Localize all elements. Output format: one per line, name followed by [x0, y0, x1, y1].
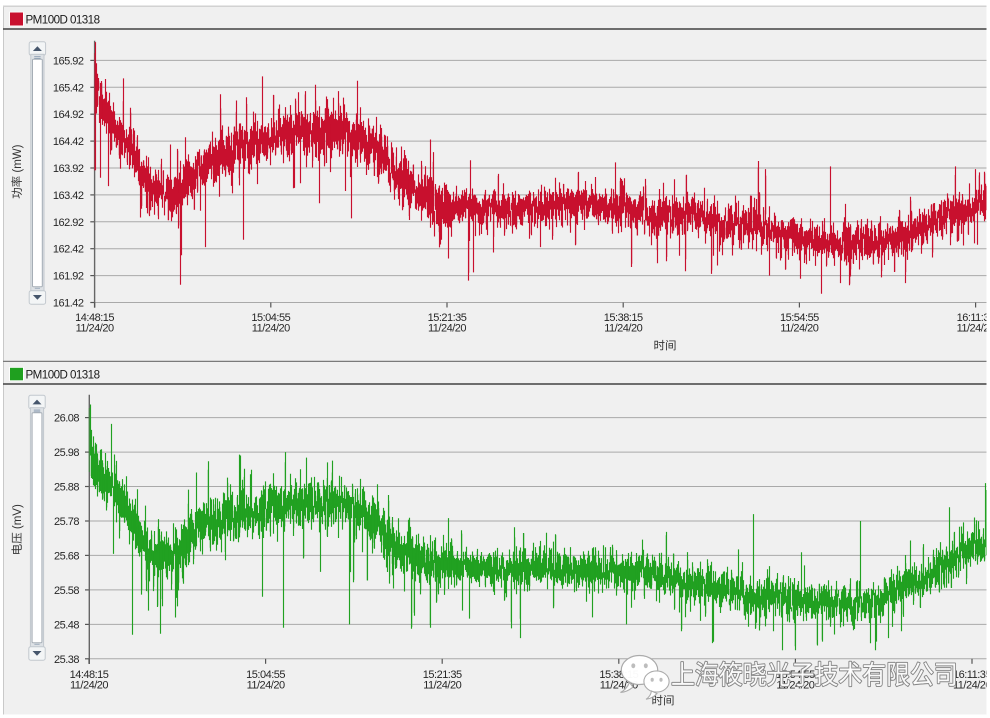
svg-text:25.98: 25.98	[54, 447, 79, 459]
svg-text:11/24/20: 11/24/20	[957, 323, 990, 335]
svg-text:165.92: 165.92	[53, 55, 84, 67]
svg-text:11/24/20: 11/24/20	[247, 680, 285, 692]
svg-text:164.92: 164.92	[53, 109, 84, 121]
svg-text:11/24/20: 11/24/20	[953, 680, 990, 692]
svg-text:11/24/20: 11/24/20	[252, 323, 290, 335]
svg-text:11/24/20: 11/24/20	[76, 323, 114, 335]
svg-text:14:48:15: 14:48:15	[75, 312, 114, 324]
svg-text:15:04:55: 15:04:55	[251, 312, 290, 324]
svg-text:15:21:35: 15:21:35	[423, 669, 462, 681]
svg-text:16:11:35: 16:11:35	[957, 312, 990, 324]
svg-text:15:38:15: 15:38:15	[604, 312, 643, 324]
svg-text:26.08: 26.08	[54, 413, 79, 425]
svg-text:(mV): (mV)	[12, 504, 24, 532]
svg-text:11/24/20: 11/24/20	[776, 680, 814, 692]
svg-text:11/24/20: 11/24/20	[423, 680, 461, 692]
svg-text:PM100D 01318: PM100D 01318	[26, 369, 100, 382]
svg-text:163.42: 163.42	[53, 190, 84, 202]
svg-text:164.42: 164.42	[53, 136, 84, 148]
svg-text:25.88: 25.88	[54, 482, 79, 494]
svg-text:11/24/20: 11/24/20	[604, 323, 642, 335]
svg-text:25.78: 25.78	[54, 516, 79, 528]
svg-text:11/24/20: 11/24/20	[780, 323, 818, 335]
svg-text:25.48: 25.48	[54, 619, 79, 631]
svg-text:162.92: 162.92	[53, 217, 84, 229]
svg-text:161.92: 161.92	[53, 271, 84, 283]
svg-text:25.58: 25.58	[54, 585, 79, 597]
svg-text:15:04:55: 15:04:55	[246, 669, 285, 681]
svg-text:14:48:15: 14:48:15	[70, 669, 109, 681]
svg-text:11/24/20: 11/24/20	[70, 680, 108, 692]
svg-text:PM100D 01318: PM100D 01318	[26, 13, 100, 26]
svg-text:(mW): (mW)	[12, 144, 24, 175]
svg-text:163.92: 163.92	[53, 163, 84, 175]
svg-text:15:54:55: 15:54:55	[780, 312, 819, 324]
svg-text:16:11:35: 16:11:35	[953, 669, 990, 681]
svg-text:161.42: 161.42	[53, 298, 84, 310]
svg-text:11/24/20: 11/24/20	[428, 323, 466, 335]
svg-text:162.42: 162.42	[53, 244, 84, 256]
svg-text:165.42: 165.42	[53, 82, 84, 94]
svg-text:25.38: 25.38	[54, 654, 79, 666]
svg-text:25.68: 25.68	[54, 550, 79, 562]
svg-text:15:21:35: 15:21:35	[428, 312, 467, 324]
